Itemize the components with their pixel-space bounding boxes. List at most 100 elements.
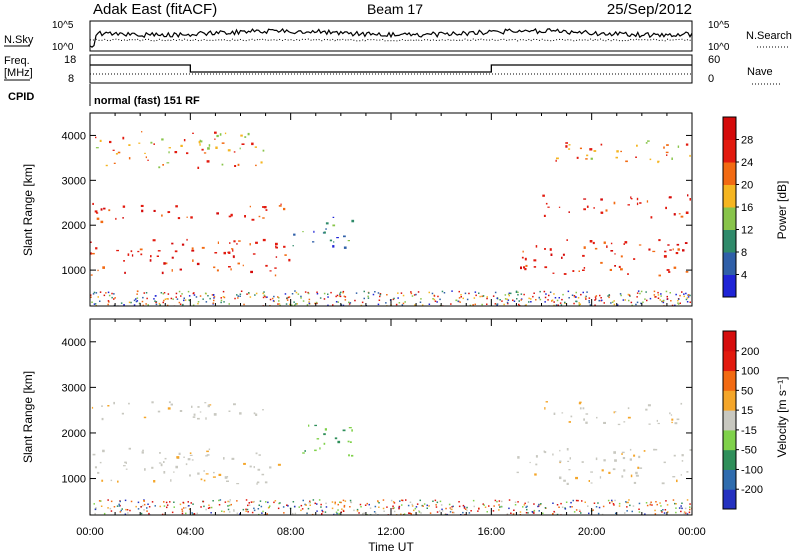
- echo-cell: [559, 449, 561, 452]
- noise-cell: [267, 501, 269, 504]
- noise-cell: [327, 293, 329, 295]
- noise-cell: [539, 503, 542, 506]
- noise-cell: [316, 302, 318, 305]
- noise-cell: [686, 301, 689, 303]
- noise-cell: [294, 505, 296, 508]
- noise-cell: [306, 304, 309, 306]
- noise-cell: [575, 509, 578, 511]
- noise-cell: [187, 290, 190, 293]
- noise-cell: [498, 509, 500, 511]
- echo-cell: [629, 458, 632, 461]
- noise-cell: [674, 502, 676, 505]
- noise-cell: [626, 506, 628, 508]
- echo-cell: [261, 473, 265, 476]
- echo-cell: [561, 412, 564, 414]
- echo-cell: [199, 139, 201, 143]
- noise-cell: [421, 504, 423, 507]
- echo-cell: [680, 215, 684, 218]
- echo-cell: [109, 140, 112, 144]
- noise-cell: [642, 301, 644, 303]
- noise-cell: [625, 501, 627, 503]
- echo-cell: [524, 268, 527, 271]
- colorbar-tick-label: 24: [741, 157, 753, 169]
- noise-cell: [193, 294, 196, 296]
- echo-cell: [97, 269, 99, 272]
- noise-cell: [666, 298, 669, 300]
- colorbar-tick-label: 200: [741, 346, 759, 358]
- noise-cell: [419, 301, 422, 303]
- noise-cell: [463, 506, 466, 508]
- noise-cell: [321, 509, 323, 512]
- echo-cell: [517, 456, 520, 459]
- echo-cell: [657, 422, 660, 425]
- noise-cell: [670, 300, 672, 302]
- noise-cell: [675, 503, 677, 505]
- noise-cell: [110, 510, 113, 512]
- noise-cell: [284, 293, 287, 295]
- noise-cell: [211, 294, 214, 296]
- echo-cell: [124, 271, 126, 274]
- noise-cell: [644, 513, 646, 515]
- echo-cell: [635, 471, 638, 475]
- echo-cell: [239, 412, 242, 415]
- echo-cell: [314, 424, 317, 427]
- echo-cell: [144, 468, 146, 471]
- noise-cell: [592, 509, 594, 511]
- noise-cell: [202, 298, 204, 300]
- echo-cell: [228, 215, 232, 218]
- noise-cell: [191, 512, 193, 514]
- noise-cell: [228, 504, 231, 507]
- noise-cell: [639, 292, 641, 295]
- echo-cell: [608, 471, 611, 474]
- noise-cell: [410, 513, 412, 515]
- y-tick-label: 3000: [62, 175, 86, 187]
- noise-cell: [576, 300, 578, 303]
- noise-cell: [496, 304, 498, 306]
- echo-cell: [90, 252, 92, 255]
- echo-cell: [153, 480, 156, 483]
- noise-cell: [236, 294, 238, 296]
- echo-cell: [684, 242, 688, 244]
- echo-cell: [550, 253, 553, 256]
- echo-cell: [242, 264, 244, 267]
- echo-cell: [256, 482, 258, 485]
- noise-cell: [309, 504, 311, 506]
- echo-cell: [613, 411, 615, 414]
- noise-cell: [508, 499, 511, 501]
- noise-cell: [516, 298, 518, 300]
- echo-cell: [672, 476, 676, 478]
- echo-cell: [633, 481, 637, 484]
- noise-cell: [466, 298, 469, 301]
- noise-cell: [680, 505, 682, 507]
- noise-cell: [192, 503, 194, 505]
- noise-cell: [172, 298, 174, 300]
- noise-cell: [181, 512, 184, 515]
- freq-trace: [90, 64, 692, 73]
- noise-cell: [294, 304, 296, 306]
- noise-cell: [441, 290, 444, 293]
- nave-label: Nave: [747, 66, 773, 78]
- noise-cell: [107, 507, 109, 509]
- noise-cell: [383, 510, 385, 512]
- echo-cell: [205, 417, 207, 420]
- echo-cell: [347, 240, 350, 242]
- noise-cell: [141, 504, 144, 507]
- echo-cell: [99, 461, 102, 464]
- noise-cell: [195, 296, 198, 298]
- noise-cell: [113, 506, 116, 508]
- noise-cell: [638, 511, 641, 513]
- noise-cell: [557, 304, 559, 306]
- echo-cell: [168, 151, 170, 154]
- echo-cell: [620, 255, 623, 258]
- noise-cell: [627, 501, 629, 504]
- noise-cell: [269, 298, 272, 301]
- noise-cell: [439, 510, 441, 512]
- noise-cell: [100, 505, 103, 507]
- echo-cell: [654, 448, 658, 451]
- noise-cell: [609, 502, 611, 504]
- noise-cell: [279, 304, 281, 306]
- power-panel: 1000 2000 3000 4000: [62, 112, 693, 307]
- noise-cell: [564, 302, 566, 304]
- noise-cell: [334, 502, 336, 505]
- noise-cell: [638, 508, 640, 510]
